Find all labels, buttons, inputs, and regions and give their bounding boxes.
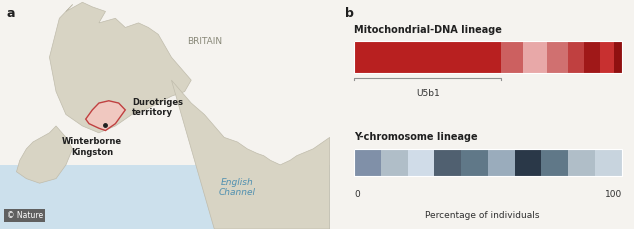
Bar (547, 41, 568, 73)
Text: Mitochondrial-DNA lineage: Mitochondrial-DNA lineage (354, 25, 502, 35)
Text: © Nature: © Nature (6, 211, 42, 220)
Bar (523, 41, 547, 73)
Bar (354, 41, 622, 73)
Text: a: a (6, 7, 15, 20)
Text: English
Channel: English Channel (219, 178, 256, 197)
Text: Winterborne
Kingston: Winterborne Kingston (62, 137, 122, 157)
Text: BRITAIN: BRITAIN (187, 37, 222, 46)
Text: b: b (345, 7, 354, 20)
Bar (354, 149, 622, 176)
Bar (0, 165, 330, 229)
Text: 100: 100 (605, 190, 622, 199)
Bar (461, 149, 488, 176)
Bar (501, 41, 523, 73)
Bar (568, 149, 595, 176)
Bar (354, 149, 381, 176)
Text: Percentage of individuals: Percentage of individuals (425, 211, 539, 220)
Bar (614, 41, 622, 73)
Polygon shape (16, 126, 72, 183)
Bar (408, 149, 434, 176)
Bar (354, 41, 501, 73)
Polygon shape (171, 80, 330, 229)
Text: U5b1: U5b1 (416, 89, 439, 98)
Bar (585, 41, 600, 73)
Bar (600, 41, 614, 73)
Bar (595, 149, 622, 176)
Bar (541, 149, 568, 176)
Text: 0: 0 (354, 190, 359, 199)
Bar (568, 41, 585, 73)
Text: Y-chromosome lineage: Y-chromosome lineage (354, 132, 477, 142)
Bar (515, 149, 541, 176)
Bar (381, 149, 408, 176)
Text: Durotriges
territory: Durotriges territory (132, 98, 183, 117)
Polygon shape (86, 101, 126, 131)
Polygon shape (49, 2, 191, 133)
Bar (488, 149, 515, 176)
Bar (434, 149, 461, 176)
